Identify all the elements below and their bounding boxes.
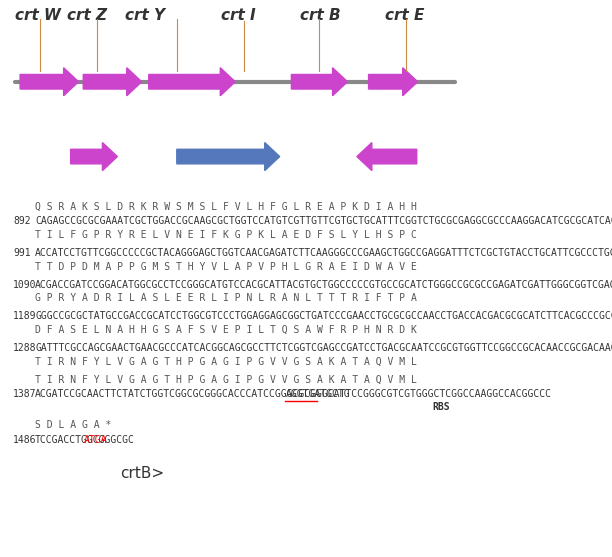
Text: 1189: 1189 xyxy=(13,311,37,321)
Text: crt B: crt B xyxy=(300,8,340,23)
Text: crt W: crt W xyxy=(15,8,61,23)
Text: crtB>: crtB> xyxy=(120,466,164,481)
Text: Q S R A K S L D R K R W S M S L F V L H F G L R E A P K D I A H H: Q S R A K S L D R K R W S M S L F V L H … xyxy=(35,202,417,212)
Text: 1387: 1387 xyxy=(13,389,37,399)
FancyArrow shape xyxy=(357,143,417,170)
Text: crt Y: crt Y xyxy=(125,8,165,23)
FancyArrow shape xyxy=(70,143,118,170)
Text: T I L F G P R Y R E L V N E I F K G P K L A E D F S L Y L H S P C: T I L F G P R Y R E L V N E I F K G P K … xyxy=(35,230,417,240)
FancyArrow shape xyxy=(177,143,280,170)
Text: ACCATCCTGTTCGGCCCCCGCTACAGGGAGCTGGTCAACGAGATCTTCAAGGGCCCGAAGCTGGCCGAGGATTTCTCGCT: ACCATCCTGTTCGGCCCCCGCTACAGGGAGCTGGTCAACG… xyxy=(35,248,612,258)
Text: TCCGACCTGGCGGGCGC: TCCGACCTGGCGGGCGC xyxy=(35,436,135,446)
Text: ATGA: ATGA xyxy=(83,436,107,446)
Text: 1090: 1090 xyxy=(13,280,37,290)
Text: 1486: 1486 xyxy=(13,436,37,446)
Text: T T D P D M A P P G M S T H Y V L A P V P H L G R A E I D W A V E: T T D P D M A P P G M S T H Y V L A P V … xyxy=(35,262,417,272)
FancyArrow shape xyxy=(83,68,142,96)
Text: crt E: crt E xyxy=(385,8,424,23)
Text: GGGCCGCGCTATGCCGACCGCATCCTGGCGTCCCTGGAGGAGCGGCTGATCCCGAACCTGCGCGCCAACCTGACCACGAC: GGGCCGCGCTATGCCGACCGCATCCTGGCGTCCCTGGAGG… xyxy=(35,311,612,321)
Text: S D L A G A *: S D L A G A * xyxy=(35,421,111,431)
FancyArrow shape xyxy=(368,68,417,96)
Text: RBS: RBS xyxy=(432,402,450,412)
Text: T I R N F Y L V G A G T H P G A G I P G V V G S A K A T A Q V M L: T I R N F Y L V G A G T H P G A G I P G … xyxy=(35,374,417,384)
Text: D F A S E L N A H H G S A F S V E P I L T Q S A W F R P H N R D K: D F A S E L N A H H G S A F S V E P I L … xyxy=(35,325,417,335)
Text: 892: 892 xyxy=(13,217,31,226)
Text: G P R Y A D R I L A S L E E R L I P N L R A N L T T T R I F T P A: G P R Y A D R I L A S L E E R L I P N L … xyxy=(35,294,417,304)
FancyArrow shape xyxy=(149,68,235,96)
Text: T I R N F Y L V G A G T H P G A G I P G V V G S A K A T A Q V M L: T I R N F Y L V G A G T H P G A G I P G … xyxy=(35,356,417,367)
Text: crt Z: crt Z xyxy=(67,8,107,23)
Text: AGGTGATGCTG: AGGTGATGCTG xyxy=(285,389,350,399)
Text: GATTTCGCCAGCGAACTGAACGCCCATCACGGCAGCGCCTTCTCGGTCGAGCCGATCCTGACGCAATCCGCGTGGTTCCG: GATTTCGCCAGCGAACTGAACGCCCATCACGGCAGCGCCT… xyxy=(35,343,612,353)
Text: ACGATCCGCAACTTCTATCTGGTCGGCGCGGGCACCCATCCGGGCGCGGGCATTCCGGGCGTCGTGGGCTCGGCCAAGGC: ACGATCCGCAACTTCTATCTGGTCGGCGCGGGCACCCATC… xyxy=(35,389,552,399)
Text: ACGACCGATCCGGACATGGCGCCTCCGGGCATGTCCACGCATTACGTGCTGGCCCCCGTGCCGCATCTGGGCCGCGCCGA: ACGACCGATCCGGACATGGCGCCTCCGGGCATGTCCACGC… xyxy=(35,280,612,290)
Text: CAGAGCCGCGCGAAATCGCTGGACCGCAAGCGCTGGTCCATGTCGTTGTTCGTGCTGCATTTCGGTCTGCGCGAGGCGCC: CAGAGCCGCGCGAAATCGCTGGACCGCAAGCGCTGGTCCA… xyxy=(35,217,612,226)
FancyArrow shape xyxy=(291,68,348,96)
Text: 991: 991 xyxy=(13,248,31,258)
FancyArrow shape xyxy=(20,68,78,96)
Text: 1288: 1288 xyxy=(13,343,37,353)
Text: crt I: crt I xyxy=(221,8,256,23)
